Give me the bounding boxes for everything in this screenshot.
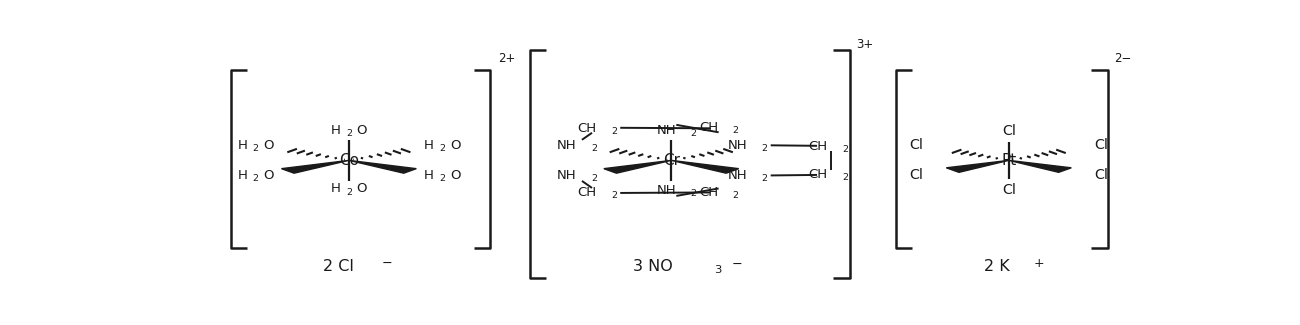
Text: 2: 2: [842, 173, 849, 182]
Text: H: H: [332, 124, 341, 136]
Text: CH: CH: [809, 168, 828, 181]
Text: 2: 2: [592, 144, 597, 153]
Text: 3: 3: [714, 265, 722, 275]
Text: H: H: [424, 139, 434, 152]
Text: 2: 2: [733, 126, 738, 135]
Text: 2+: 2+: [498, 52, 515, 65]
Text: O: O: [264, 139, 274, 152]
Text: 2: 2: [252, 174, 259, 183]
Text: 2 K: 2 K: [984, 259, 1010, 274]
Text: H: H: [424, 169, 434, 182]
Text: CH: CH: [577, 122, 597, 135]
Text: 2: 2: [733, 191, 738, 201]
Text: 2: 2: [611, 127, 618, 136]
Text: O: O: [450, 169, 460, 182]
Text: 2 Cl: 2 Cl: [324, 259, 354, 274]
Text: O: O: [450, 139, 460, 152]
Text: 2: 2: [252, 144, 259, 153]
Text: −: −: [381, 257, 391, 270]
Text: +: +: [1034, 257, 1045, 270]
Text: −: −: [732, 258, 742, 271]
Text: 3+: 3+: [857, 38, 874, 51]
Text: Cl: Cl: [1095, 138, 1108, 152]
Text: Cr: Cr: [663, 153, 680, 168]
Text: Cl: Cl: [1002, 124, 1015, 137]
Text: CH: CH: [577, 186, 597, 199]
Text: CH: CH: [699, 187, 718, 200]
Text: NH: NH: [728, 139, 748, 152]
Text: Co: Co: [339, 153, 359, 168]
Text: Cl: Cl: [1095, 168, 1108, 182]
Polygon shape: [603, 160, 671, 173]
Polygon shape: [1009, 160, 1071, 172]
Text: Pt: Pt: [1001, 153, 1017, 168]
Text: 3 NO: 3 NO: [633, 259, 673, 274]
Text: O: O: [356, 182, 367, 195]
Polygon shape: [281, 160, 348, 173]
Text: CH: CH: [809, 140, 828, 153]
Text: Cl: Cl: [910, 138, 923, 152]
Text: NH: NH: [556, 169, 577, 182]
Text: NH: NH: [556, 139, 577, 152]
Polygon shape: [348, 160, 416, 173]
Text: Cl: Cl: [910, 168, 923, 182]
Text: O: O: [264, 169, 274, 182]
Text: Cl: Cl: [1002, 183, 1015, 197]
Text: 2: 2: [439, 174, 446, 183]
Text: 2: 2: [611, 191, 618, 200]
Text: 2: 2: [690, 189, 697, 198]
Text: 2: 2: [346, 129, 352, 138]
Polygon shape: [671, 160, 738, 173]
Text: 2: 2: [842, 145, 849, 154]
Text: CH: CH: [699, 121, 718, 134]
Text: NH: NH: [656, 124, 676, 137]
Text: 2: 2: [592, 174, 597, 183]
Text: H: H: [238, 139, 247, 152]
Text: NH: NH: [728, 169, 748, 182]
Text: 2: 2: [690, 129, 697, 138]
Text: NH: NH: [656, 184, 676, 197]
Text: H: H: [332, 182, 341, 195]
Text: 2: 2: [762, 144, 768, 153]
Text: 2: 2: [762, 174, 768, 183]
Text: H: H: [238, 169, 247, 182]
Text: 2: 2: [346, 188, 352, 197]
Text: O: O: [356, 124, 367, 136]
Text: 2: 2: [439, 144, 446, 153]
Polygon shape: [946, 160, 1009, 172]
Text: 2−: 2−: [1114, 52, 1132, 65]
